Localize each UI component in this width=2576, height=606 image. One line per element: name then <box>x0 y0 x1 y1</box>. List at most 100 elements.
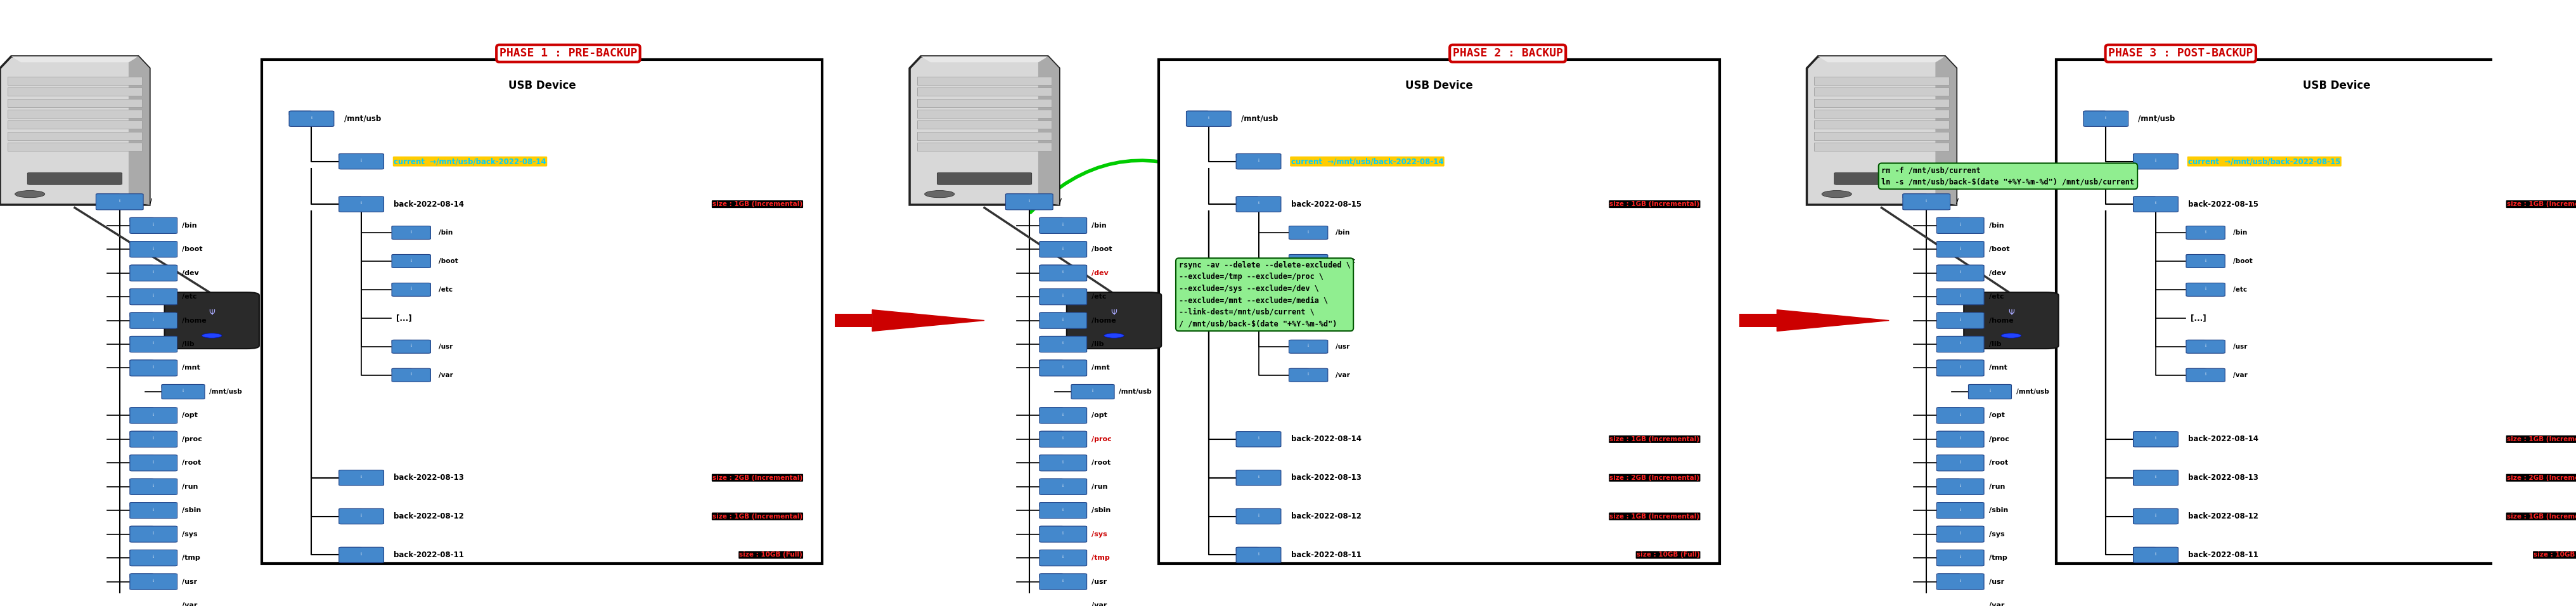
FancyBboxPatch shape <box>1041 360 1064 364</box>
FancyBboxPatch shape <box>2133 508 2179 524</box>
Text: /dev: /dev <box>183 270 198 276</box>
Bar <box>8 88 142 96</box>
FancyBboxPatch shape <box>129 455 178 471</box>
FancyBboxPatch shape <box>129 218 178 233</box>
FancyBboxPatch shape <box>289 111 312 115</box>
Text: /mnt/usb: /mnt/usb <box>2017 388 2048 395</box>
FancyBboxPatch shape <box>1066 292 1162 348</box>
Text: /sys: /sys <box>183 531 198 538</box>
FancyBboxPatch shape <box>1041 360 1087 376</box>
Polygon shape <box>909 56 1059 205</box>
Text: size : 1GB (Incremental): size : 1GB (Incremental) <box>2506 436 2576 442</box>
Text: /etc: /etc <box>1337 287 1350 293</box>
Text: /boot: /boot <box>2233 258 2251 264</box>
FancyBboxPatch shape <box>1968 384 1991 388</box>
FancyBboxPatch shape <box>1288 340 1309 344</box>
FancyBboxPatch shape <box>1937 407 1960 412</box>
FancyBboxPatch shape <box>1188 111 1208 115</box>
FancyBboxPatch shape <box>2084 111 2107 115</box>
FancyBboxPatch shape <box>340 470 384 485</box>
Text: back-2022-08-11: back-2022-08-11 <box>2187 551 2259 559</box>
FancyBboxPatch shape <box>1904 194 1950 210</box>
Text: size : 1GB (Incremental): size : 1GB (Incremental) <box>1610 436 1700 442</box>
FancyBboxPatch shape <box>1041 526 1087 542</box>
Text: /usr: /usr <box>2233 344 2246 350</box>
FancyBboxPatch shape <box>1236 470 1280 485</box>
FancyBboxPatch shape <box>1288 368 1309 372</box>
Text: /run: /run <box>1989 484 2004 490</box>
FancyBboxPatch shape <box>340 547 384 562</box>
Text: /root: /root <box>1989 460 2009 466</box>
Text: size : 1GB (Incremental): size : 1GB (Incremental) <box>1610 201 1700 207</box>
Text: /lib: /lib <box>1092 341 1105 347</box>
FancyBboxPatch shape <box>2187 226 2226 239</box>
Polygon shape <box>1038 56 1059 205</box>
FancyBboxPatch shape <box>95 194 144 210</box>
Text: size : 1GB (Incremental): size : 1GB (Incremental) <box>2506 513 2576 519</box>
Polygon shape <box>1806 56 1955 205</box>
Polygon shape <box>129 56 149 205</box>
FancyBboxPatch shape <box>340 196 384 212</box>
Text: /var: /var <box>2233 372 2246 378</box>
FancyBboxPatch shape <box>1041 526 1064 531</box>
Text: /bin: /bin <box>1989 222 2004 228</box>
FancyBboxPatch shape <box>1937 479 1984 494</box>
FancyBboxPatch shape <box>129 360 155 364</box>
Text: /proc: /proc <box>1092 436 1113 442</box>
FancyBboxPatch shape <box>1937 288 1984 305</box>
Text: back-2022-08-14: back-2022-08-14 <box>2187 435 2259 444</box>
FancyBboxPatch shape <box>129 526 178 542</box>
Text: /opt: /opt <box>183 412 198 419</box>
FancyBboxPatch shape <box>129 218 155 222</box>
FancyBboxPatch shape <box>1005 194 1054 210</box>
FancyBboxPatch shape <box>1041 455 1064 459</box>
Bar <box>1814 132 1950 140</box>
FancyBboxPatch shape <box>28 173 121 185</box>
Bar <box>917 142 1051 151</box>
Bar <box>1814 110 1950 118</box>
FancyBboxPatch shape <box>129 550 178 566</box>
FancyBboxPatch shape <box>129 502 178 518</box>
FancyBboxPatch shape <box>129 336 178 352</box>
Text: back-2022-08-11: back-2022-08-11 <box>1291 551 1360 559</box>
FancyBboxPatch shape <box>2133 431 2156 436</box>
Text: /sbin: /sbin <box>1092 507 1110 513</box>
Bar <box>1814 76 1950 85</box>
Text: PHASE 1 : PRE-BACKUP: PHASE 1 : PRE-BACKUP <box>500 48 636 59</box>
Polygon shape <box>1935 56 1955 205</box>
Text: /proc: /proc <box>183 436 204 442</box>
Circle shape <box>2002 333 2022 338</box>
Text: /: / <box>1955 199 1958 205</box>
FancyBboxPatch shape <box>392 283 430 296</box>
FancyBboxPatch shape <box>1937 598 1960 602</box>
Circle shape <box>1821 190 1852 198</box>
FancyBboxPatch shape <box>129 336 155 341</box>
FancyBboxPatch shape <box>1937 241 1960 245</box>
FancyBboxPatch shape <box>1937 502 1984 518</box>
Bar <box>1814 88 1950 96</box>
FancyBboxPatch shape <box>392 340 430 353</box>
FancyBboxPatch shape <box>340 508 361 513</box>
FancyBboxPatch shape <box>1937 526 1960 531</box>
FancyBboxPatch shape <box>2133 508 2156 513</box>
Bar <box>1814 121 1950 129</box>
Text: /var: /var <box>1989 602 2004 606</box>
FancyBboxPatch shape <box>1041 431 1064 436</box>
FancyBboxPatch shape <box>129 407 178 424</box>
FancyBboxPatch shape <box>263 59 822 564</box>
Text: /proc: /proc <box>1989 436 2009 442</box>
FancyBboxPatch shape <box>129 502 155 507</box>
Text: rm -f /mnt/usb/current
ln -s /mnt/usb/back-$(date "+%Y-%m-%d") /mnt/usb/current: rm -f /mnt/usb/current ln -s /mnt/usb/ba… <box>1880 166 2136 186</box>
Text: /var: /var <box>1337 372 1350 378</box>
FancyBboxPatch shape <box>1041 550 1087 566</box>
FancyBboxPatch shape <box>129 479 178 494</box>
FancyBboxPatch shape <box>129 241 178 258</box>
FancyBboxPatch shape <box>129 455 155 459</box>
FancyBboxPatch shape <box>129 288 178 305</box>
Polygon shape <box>10 56 139 62</box>
Text: /bin: /bin <box>438 230 453 236</box>
Polygon shape <box>1777 310 1888 331</box>
Bar <box>8 142 142 151</box>
Bar <box>8 132 142 140</box>
FancyBboxPatch shape <box>1041 218 1064 222</box>
